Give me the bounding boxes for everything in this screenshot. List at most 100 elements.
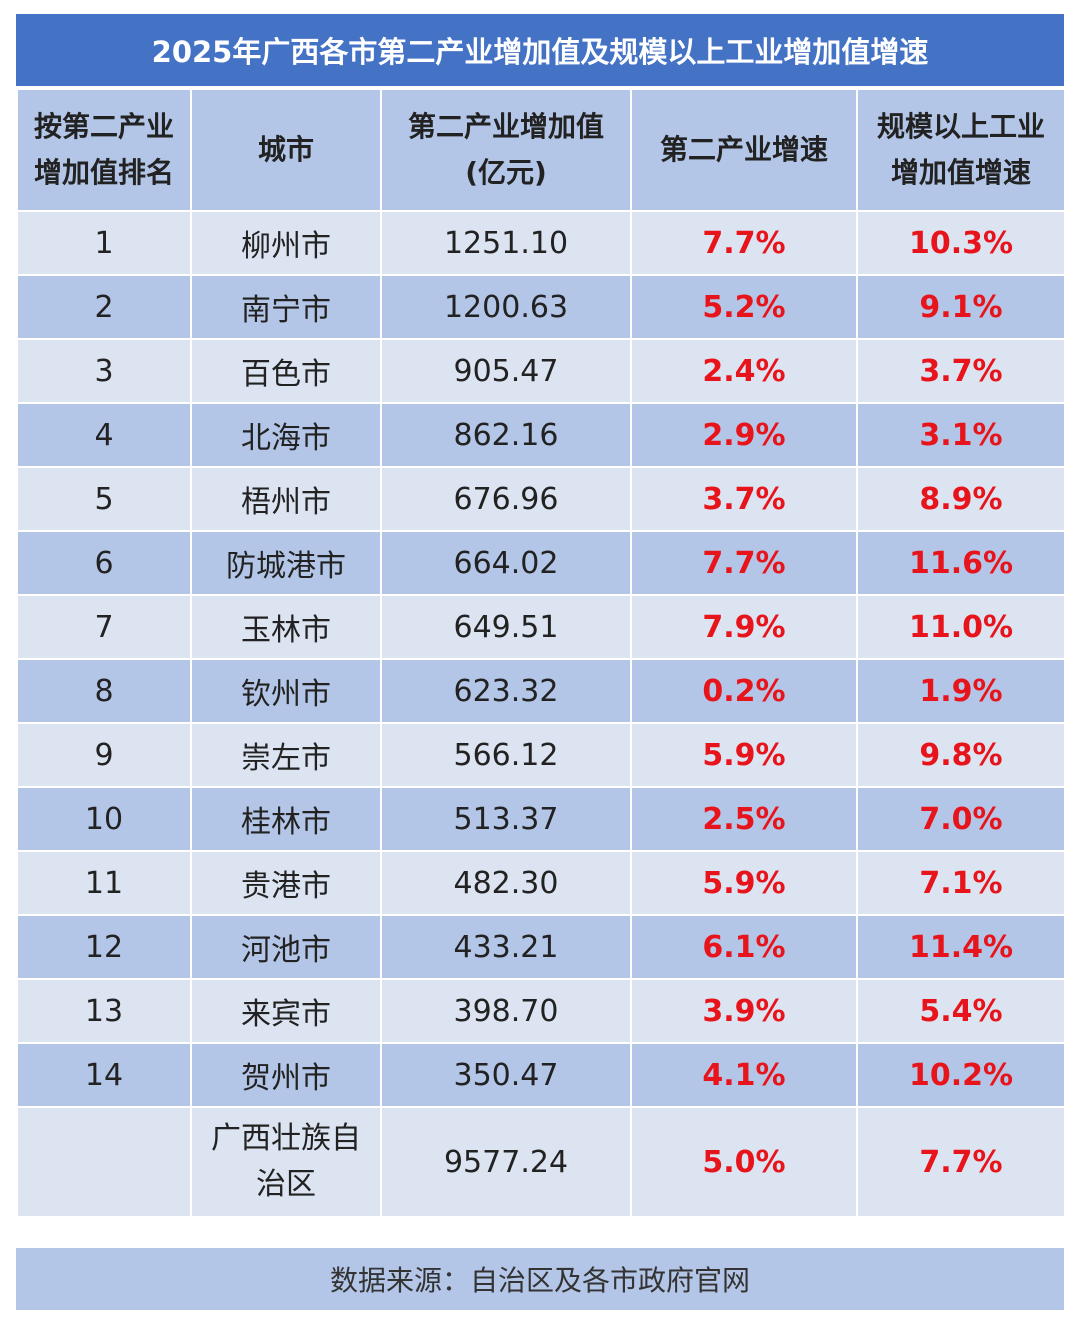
cell-industrial-growth: 9.1% [856, 274, 1066, 340]
cell-city: 崇左市 [190, 722, 382, 788]
header-rank: 按第二产业 增加值排名 [16, 88, 192, 212]
cell-growth: 3.9% [630, 978, 858, 1044]
header-growth: 第二产业增速 [630, 88, 858, 212]
cell-city: 来宾市 [190, 978, 382, 1044]
cell-value: 566.12 [380, 722, 632, 788]
cell-rank: 4 [16, 402, 192, 468]
table-row: 13 来宾市 398.70 3.9% 5.4% [16, 978, 1066, 1044]
table-frame: 2025年广西各市第二产业增加值及规模以上工业增加值增速 按第二产业 增加值排名 … [16, 14, 1066, 1310]
cell-city: 桂林市 [190, 786, 382, 852]
cell-city: 玉林市 [190, 594, 382, 660]
cell-growth: 7.7% [630, 530, 858, 596]
cell-city: 贺州市 [190, 1042, 382, 1108]
cell-city: 南宁市 [190, 274, 382, 340]
cell-growth: 4.1% [630, 1042, 858, 1108]
cell-city: 钦州市 [190, 658, 382, 724]
cell-industrial-growth: 10.3% [856, 210, 1066, 276]
table-title: 2025年广西各市第二产业增加值及规模以上工业增加值增速 [16, 14, 1064, 86]
cell-industrial-growth: 8.9% [856, 466, 1066, 532]
table-row: 5 梧州市 676.96 3.7% 8.9% [16, 466, 1066, 532]
cell-value: 350.47 [380, 1042, 632, 1108]
cell-growth: 5.0% [630, 1106, 858, 1218]
cell-rank: 7 [16, 594, 192, 660]
cell-industrial-growth: 7.1% [856, 850, 1066, 916]
cell-growth: 5.9% [630, 722, 858, 788]
cell-rank: 6 [16, 530, 192, 596]
table-row: 1 柳州市 1251.10 7.7% 10.3% [16, 210, 1066, 276]
total-row: 广西壮族自 治区 9577.24 5.0% 7.7% [16, 1106, 1066, 1218]
cell-value: 649.51 [380, 594, 632, 660]
cell-city: 广西壮族自 治区 [190, 1106, 382, 1218]
cell-industrial-growth: 11.6% [856, 530, 1066, 596]
table-row: 10 桂林市 513.37 2.5% 7.0% [16, 786, 1066, 852]
cell-city: 北海市 [190, 402, 382, 468]
header-city: 城市 [190, 88, 382, 212]
cell-value: 676.96 [380, 466, 632, 532]
cell-industrial-growth: 3.1% [856, 402, 1066, 468]
cell-value: 9577.24 [380, 1106, 632, 1218]
cell-industrial-growth: 3.7% [856, 338, 1066, 404]
cell-city: 贵港市 [190, 850, 382, 916]
cell-value: 513.37 [380, 786, 632, 852]
table-row: 12 河池市 433.21 6.1% 11.4% [16, 914, 1066, 980]
cell-rank: 14 [16, 1042, 192, 1108]
cell-rank [16, 1106, 192, 1218]
cell-value: 398.70 [380, 978, 632, 1044]
cell-industrial-growth: 7.0% [856, 786, 1066, 852]
table-row: 2 南宁市 1200.63 5.2% 9.1% [16, 274, 1066, 340]
table-row: 9 崇左市 566.12 5.9% 9.8% [16, 722, 1066, 788]
cell-growth: 7.7% [630, 210, 858, 276]
cell-city: 防城港市 [190, 530, 382, 596]
cell-industrial-growth: 5.4% [856, 978, 1066, 1044]
cell-city: 百色市 [190, 338, 382, 404]
cell-value: 862.16 [380, 402, 632, 468]
header-value: 第二产业增加值 (亿元) [380, 88, 632, 212]
cell-rank: 11 [16, 850, 192, 916]
table-row: 8 钦州市 623.32 0.2% 1.9% [16, 658, 1066, 724]
cell-industrial-growth: 9.8% [856, 722, 1066, 788]
table-row: 4 北海市 862.16 2.9% 3.1% [16, 402, 1066, 468]
cell-rank: 3 [16, 338, 192, 404]
cell-value: 623.32 [380, 658, 632, 724]
cell-growth: 3.7% [630, 466, 858, 532]
cell-city: 河池市 [190, 914, 382, 980]
cell-rank: 9 [16, 722, 192, 788]
cell-growth: 2.5% [630, 786, 858, 852]
cell-growth: 2.9% [630, 402, 858, 468]
cell-value: 664.02 [380, 530, 632, 596]
header-row: 按第二产业 增加值排名 城市 第二产业增加值 (亿元) 第二产业增速 规模以上工业增… [16, 88, 1066, 212]
table-row: 11 贵港市 482.30 5.9% 7.1% [16, 850, 1066, 916]
cell-value: 905.47 [380, 338, 632, 404]
table-row: 7 玉林市 649.51 7.9% 11.0% [16, 594, 1066, 660]
cell-growth: 2.4% [630, 338, 858, 404]
cell-growth: 5.9% [630, 850, 858, 916]
table-row: 14 贺州市 350.47 4.1% 10.2% [16, 1042, 1066, 1108]
cell-industrial-growth: 10.2% [856, 1042, 1066, 1108]
cell-rank: 1 [16, 210, 192, 276]
cell-rank: 12 [16, 914, 192, 980]
cell-industrial-growth: 7.7% [856, 1106, 1066, 1218]
source-note: 数据来源：自治区及各市政府官网 [16, 1248, 1064, 1310]
cell-value: 1251.10 [380, 210, 632, 276]
cell-growth: 0.2% [630, 658, 858, 724]
cell-growth: 5.2% [630, 274, 858, 340]
cell-growth: 6.1% [630, 914, 858, 980]
cell-rank: 13 [16, 978, 192, 1044]
cell-value: 433.21 [380, 914, 632, 980]
cell-city: 梧州市 [190, 466, 382, 532]
cell-industrial-growth: 1.9% [856, 658, 1066, 724]
cell-industrial-growth: 11.4% [856, 914, 1066, 980]
cell-industrial-growth: 11.0% [856, 594, 1066, 660]
cell-rank: 5 [16, 466, 192, 532]
cell-value: 482.30 [380, 850, 632, 916]
cell-rank: 2 [16, 274, 192, 340]
table-row: 6 防城港市 664.02 7.7% 11.6% [16, 530, 1066, 596]
table-row: 3 百色市 905.47 2.4% 3.7% [16, 338, 1066, 404]
cell-value: 1200.63 [380, 274, 632, 340]
cell-rank: 10 [16, 786, 192, 852]
table-body: 1 柳州市 1251.10 7.7% 10.3% 2 南宁市 1200.63 5.2% 9.1% 3… [16, 210, 1066, 1218]
cell-city: 柳州市 [190, 210, 382, 276]
cell-rank: 8 [16, 658, 192, 724]
header-industrial-growth: 规模以上工业 增加值增速 [856, 88, 1066, 212]
data-table: 按第二产业 增加值排名 城市 第二产业增加值 (亿元) 第二产业增速 规模以上工业增… [16, 88, 1066, 1218]
